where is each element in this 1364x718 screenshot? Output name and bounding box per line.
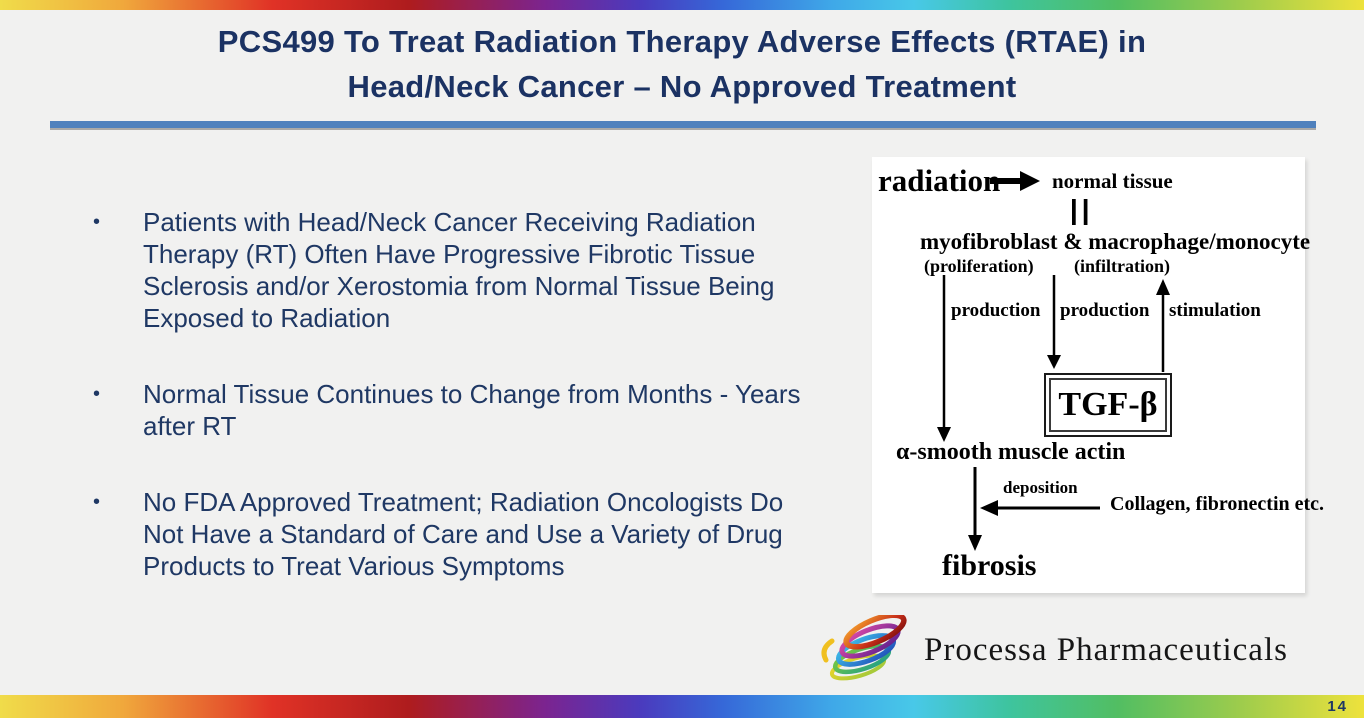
bullet-item: • Normal Tissue Continues to Change from… — [88, 378, 888, 442]
page-number: 14 — [1327, 698, 1348, 715]
slide-title: PCS499 To Treat Radiation Therapy Advers… — [217, 24, 1147, 104]
title-divider — [50, 121, 1316, 128]
collagen-label: Collagen, fibronectin etc. — [1110, 493, 1325, 515]
processa-logo-icon — [821, 615, 907, 681]
stimulation-label: stimulation — [1169, 300, 1261, 321]
tgf-beta-box: TGF-β — [1044, 373, 1172, 437]
production-left-label: production — [951, 300, 1041, 321]
radiation-label: radiation — [878, 163, 1001, 198]
bullet-marker: • — [93, 383, 101, 405]
double-bar-symbol: || — [1068, 195, 1092, 226]
processa-logo: Processa Pharmaceuticals — [818, 615, 1288, 685]
fibrosis-label: fibrosis — [942, 549, 1037, 582]
processa-wordmark: Processa Pharmaceuticals — [924, 631, 1288, 668]
production-mid-label: production — [1060, 300, 1150, 321]
bullet-text: Normal Tissue Continues to Change from M… — [143, 379, 801, 441]
infiltration-label: (infiltration) — [1074, 256, 1170, 276]
bullet-marker: • — [93, 491, 101, 513]
diagram-arrows — [937, 171, 1170, 551]
bullet-list: • Patients with Head/Neck Cancer Receivi… — [88, 206, 888, 582]
proliferation-label: (proliferation) — [924, 256, 1034, 276]
deposition-label: deposition — [1003, 478, 1078, 497]
smooth-muscle-actin-label: α-smooth muscle actin — [896, 439, 1126, 465]
bottom-gradient-bar: 14 — [0, 695, 1364, 718]
bullet-item: • No FDA Approved Treatment; Radiation O… — [88, 486, 888, 582]
bullet-text: Patients with Head/Neck Cancer Receiving… — [143, 207, 775, 333]
top-gradient-bar — [0, 0, 1364, 10]
bullet-item: • Patients with Head/Neck Cancer Receivi… — [88, 206, 888, 334]
bullet-text: No FDA Approved Treatment; Radiation Onc… — [143, 487, 784, 581]
myofibroblast-macrophage-label: myofibroblast & macrophage/monocyte — [920, 229, 1311, 254]
normal-tissue-label: normal tissue — [1052, 169, 1173, 193]
bullet-marker: • — [93, 211, 101, 233]
pathway-diagram: radiation normal tissue || myofibroblast… — [872, 157, 1324, 593]
tgf-beta-label: TGF-β — [1049, 378, 1167, 432]
